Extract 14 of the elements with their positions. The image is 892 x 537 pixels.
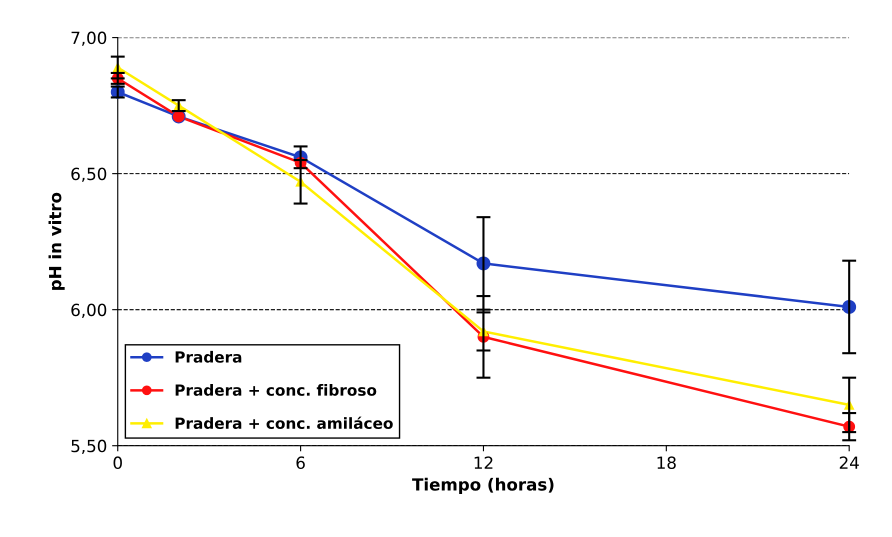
y-tick-label: 5,50: [72, 440, 106, 454]
y-tick-label: 6,00: [71, 304, 106, 318]
legend-label: Pradera + conc. amiláceo: [176, 416, 393, 429]
x-tick-label: 12: [474, 456, 492, 469]
x-tick-label: 24: [840, 456, 859, 469]
y-tick-label: 7,00: [72, 32, 106, 46]
x-tick-label: 6: [296, 456, 305, 470]
y-axis-title: pH in vitro: [48, 192, 65, 290]
x-tick-label: 18: [658, 456, 676, 470]
x-axis-title: Tiempo (horas): [412, 478, 554, 494]
x-tick-label: 0: [114, 456, 122, 470]
y-tick-label: 6,50: [71, 168, 106, 182]
legend-label: Pradera: [176, 350, 242, 363]
legend-label: Pradera + conc. fibroso: [176, 384, 376, 396]
